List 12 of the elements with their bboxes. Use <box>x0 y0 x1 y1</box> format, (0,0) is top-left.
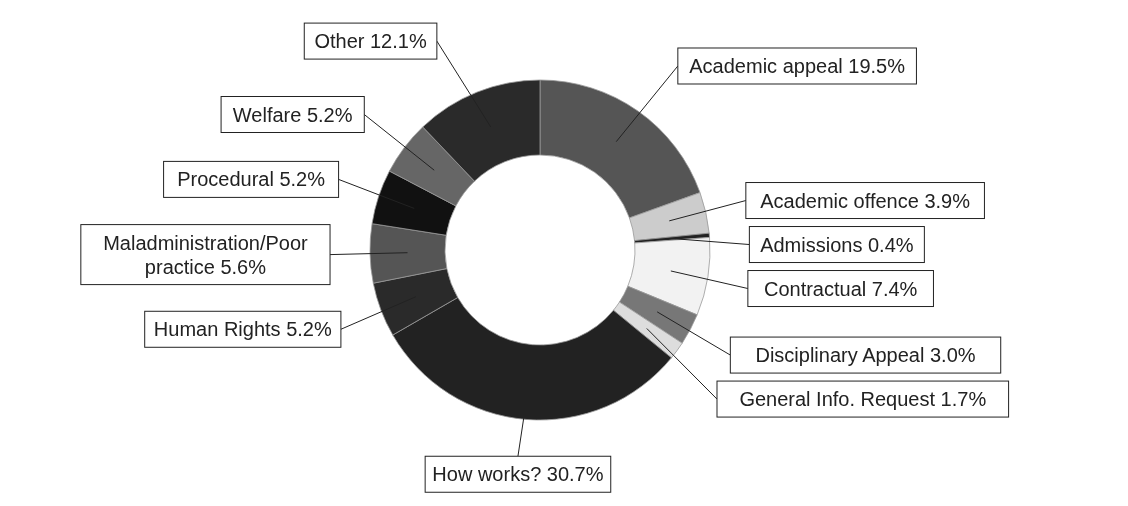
slice-label: Other 12.1% <box>314 30 427 53</box>
slice-label: Human Rights 5.2% <box>153 318 332 341</box>
slice-label: Procedural 5.2% <box>177 168 326 191</box>
slice-label: Admissions 0.4% <box>760 233 914 256</box>
slice-label: Academic appeal 19.5% <box>689 55 906 77</box>
slice-label: General Info. Request 1.7% <box>739 388 987 411</box>
slice-label: Academic offence 3.9% <box>760 189 971 212</box>
slice-label: Disciplinary Appeal 3.0% <box>755 344 976 367</box>
slice-label: Welfare 5.2% <box>232 103 353 126</box>
slice-label: How works? 30.7% <box>432 463 604 486</box>
slice-label: Contractual 7.4% <box>763 277 918 300</box>
slice-label: Maladministration/Poor practice 5.6% <box>103 231 309 278</box>
